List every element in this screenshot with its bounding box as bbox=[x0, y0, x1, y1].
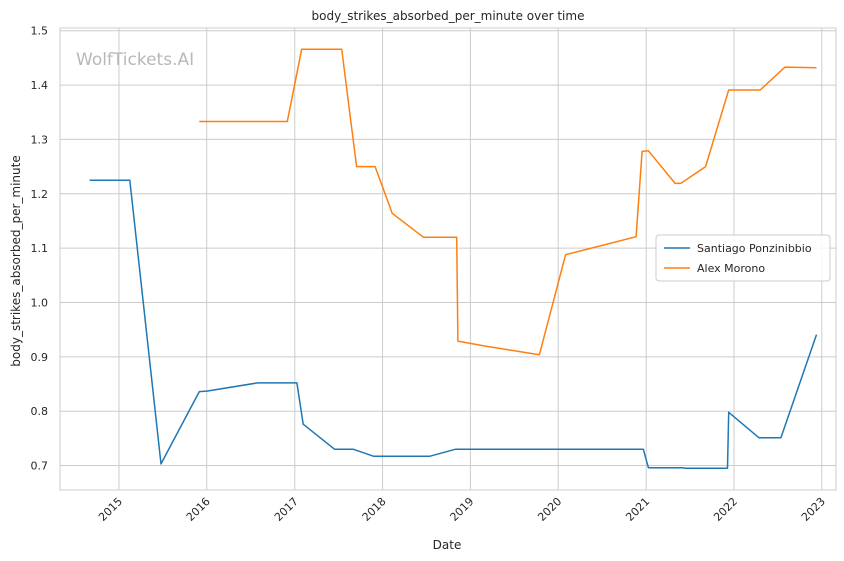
x-axis-title: Date bbox=[433, 538, 462, 552]
y-axis-title: body_strikes_absorbed_per_minute bbox=[9, 155, 23, 366]
x-tick-label: 2023 bbox=[799, 495, 828, 524]
x-tick-label: 2016 bbox=[184, 495, 213, 524]
x-tick-label: 2019 bbox=[448, 495, 477, 524]
legend: Santiago Ponzinibbio Alex Morono bbox=[655, 234, 831, 282]
y-tick-label: 1.3 bbox=[31, 133, 49, 146]
x-tick-label: 2015 bbox=[96, 495, 125, 524]
x-tick-label: 2017 bbox=[272, 495, 301, 524]
legend-box bbox=[655, 234, 831, 282]
y-tick-label: 0.7 bbox=[31, 460, 49, 473]
y-tick-labels: 0.7 0.8 0.9 1.0 1.1 1.2 1.3 1.4 1.5 bbox=[31, 25, 49, 473]
chart-title: body_strikes_absorbed_per_minute over ti… bbox=[312, 9, 585, 23]
x-tick-label: 2020 bbox=[535, 495, 564, 524]
series-line-santiago-ponzinibbio bbox=[89, 179, 818, 470]
x-tick-label: 2021 bbox=[623, 495, 652, 524]
legend-label-santiago-ponzinibbio: Santiago Ponzinibbio bbox=[697, 242, 812, 255]
watermark-text: WolfTickets.AI bbox=[76, 50, 194, 70]
legend-label-alex-morono: Alex Morono bbox=[697, 262, 765, 275]
y-tick-label: 1.1 bbox=[31, 242, 49, 255]
x-tick-labels: 2015 2016 2017 2018 2019 2020 2021 2022 2023 bbox=[96, 495, 828, 524]
plot-frame bbox=[59, 27, 837, 491]
x-tick-label: 2018 bbox=[360, 495, 389, 524]
y-tick-label: 1.0 bbox=[31, 296, 49, 309]
y-tick-label: 1.4 bbox=[31, 79, 49, 92]
y-tick-label: 1.5 bbox=[31, 25, 49, 38]
y-tick-label: 1.2 bbox=[31, 188, 49, 201]
y-tick-label: 0.9 bbox=[31, 351, 49, 364]
grid bbox=[60, 28, 836, 490]
series-layer bbox=[89, 48, 818, 470]
x-tick-label: 2022 bbox=[711, 495, 740, 524]
y-tick-label: 0.8 bbox=[31, 405, 49, 418]
series-line-alex-morono bbox=[199, 48, 817, 356]
